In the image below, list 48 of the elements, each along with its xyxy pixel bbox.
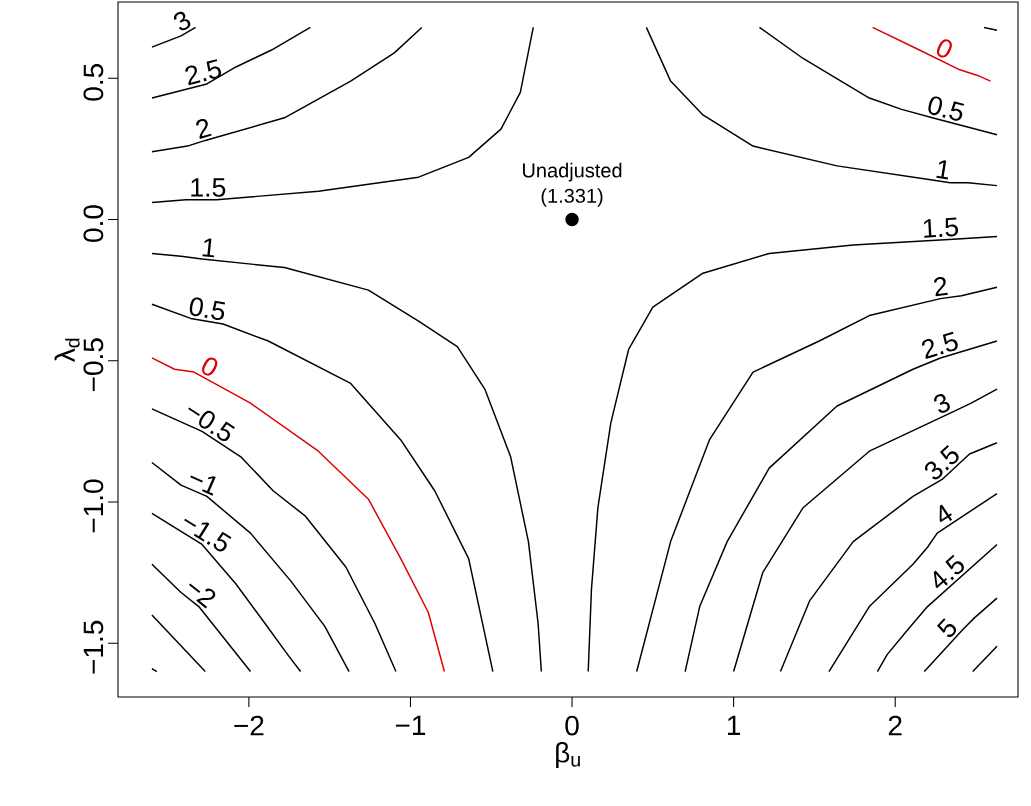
text: 0 <box>936 39 952 58</box>
line-series <box>151 461 350 673</box>
text: −0.5 <box>188 407 235 442</box>
y-tick-label: 0.0 <box>83 205 104 242</box>
y-tick-label: −1.0 <box>83 479 104 533</box>
x-tick-label: 0 <box>565 715 579 736</box>
text: 4 <box>939 504 953 523</box>
text: 3 <box>934 394 950 413</box>
y-tick-label: −1.5 <box>83 620 104 674</box>
text: 1 <box>202 238 215 258</box>
series-label: 1.5 <box>924 217 959 238</box>
text: 2.5 <box>922 331 958 359</box>
line-series <box>828 492 998 673</box>
line-series <box>151 563 252 673</box>
text: 4.5 <box>933 554 964 589</box>
text: 0 <box>202 357 218 376</box>
y-tick-label: 0.5 <box>83 63 104 101</box>
text: 5 <box>936 618 957 638</box>
text: 0.5 <box>928 96 965 121</box>
line-series <box>151 512 302 673</box>
text: 0.5 <box>189 297 226 321</box>
x-tick-label: −1 <box>395 715 426 735</box>
text: −1.5 <box>184 518 232 552</box>
y-axis-title: λ$_{d}$ <box>54 338 80 363</box>
x-tick-label: 1 <box>727 715 741 735</box>
line-series <box>923 597 998 673</box>
series-label: 1.5 <box>191 178 226 197</box>
line-series <box>779 441 998 673</box>
y-tick-label: −0.5 <box>83 338 104 392</box>
line-series <box>151 357 446 673</box>
text: 3 <box>173 11 191 31</box>
text: 2.5 <box>185 59 222 86</box>
line-series <box>151 408 397 673</box>
text: 2 <box>196 118 212 139</box>
line-series <box>758 26 998 136</box>
line-series <box>732 388 998 673</box>
text: −1 <box>190 475 216 496</box>
x-axis-title: β$_{u}$ <box>556 742 580 769</box>
x-tick-label: −2 <box>234 715 264 736</box>
line-series <box>871 26 992 82</box>
annotation: Unadjusted (1.331) <box>523 162 622 207</box>
text: 2 <box>934 276 948 297</box>
text: 1 <box>936 160 949 180</box>
line-series <box>876 543 998 673</box>
line-series <box>645 26 998 187</box>
text: 3.5 <box>924 444 959 480</box>
text: −2 <box>189 583 216 609</box>
x-tick-label: 2 <box>888 715 902 736</box>
